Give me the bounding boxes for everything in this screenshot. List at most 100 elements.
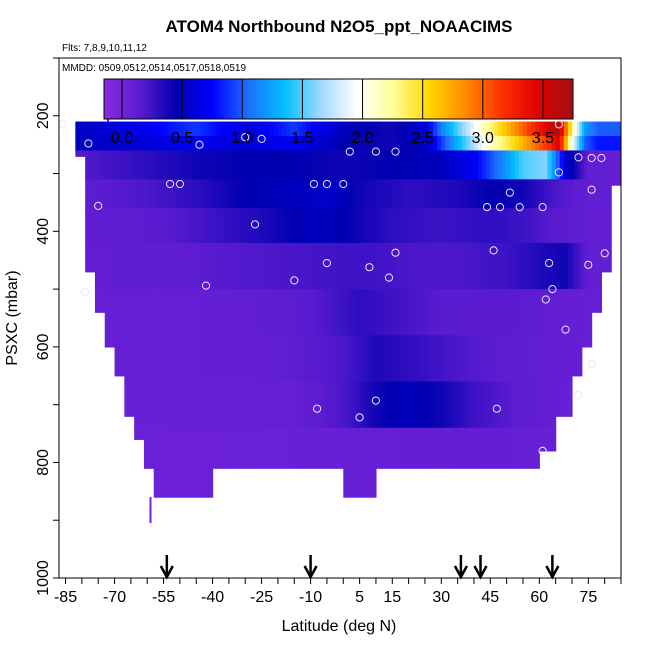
heatmap-cell <box>441 121 446 137</box>
heatmap-cell <box>408 136 414 152</box>
heatmap-cell <box>510 335 516 383</box>
heatmap-cell <box>232 136 238 152</box>
heatmap-cell <box>99 121 103 137</box>
heatmap-cell <box>514 289 520 336</box>
heatmap-cell <box>584 289 588 336</box>
heatmap-cell <box>200 121 205 137</box>
heatmap-cell <box>461 427 467 469</box>
heatmap-cell <box>527 150 532 180</box>
heatmap-cell <box>188 179 193 209</box>
heatmap-cell <box>322 150 328 180</box>
heatmap-cell <box>208 289 214 336</box>
heatmap-cell <box>220 242 226 290</box>
heatmap-cell <box>167 121 173 137</box>
heatmap-cell <box>461 335 467 383</box>
heatmap-cell <box>380 121 385 137</box>
heatmap-cell <box>249 242 255 290</box>
heatmap-cell <box>486 136 491 152</box>
heatmap-cell <box>343 150 348 180</box>
data-point <box>322 179 331 189</box>
heatmap-cell <box>351 427 357 498</box>
data-point <box>391 147 400 156</box>
heatmap-cell <box>601 208 605 244</box>
heatmap-cell <box>204 335 210 383</box>
heatmap-cell <box>591 208 595 244</box>
heatmap-cell <box>535 208 540 244</box>
x-tick-label: 30 <box>432 589 450 606</box>
heatmap-cell <box>228 208 234 244</box>
heatmap-cell <box>331 179 336 209</box>
heatmap-cell <box>158 121 162 137</box>
heatmap-cell <box>433 242 438 290</box>
heatmap-cell <box>139 150 143 180</box>
heatmap-cell <box>408 121 414 137</box>
heatmap-cell <box>412 121 418 137</box>
heatmap-cell <box>241 150 246 180</box>
heatmap-cell <box>139 136 143 152</box>
heatmap-cell <box>228 335 234 383</box>
heatmap-cell <box>253 179 259 209</box>
heatmap-cell <box>396 208 402 244</box>
heatmap-cell <box>265 136 271 152</box>
heatmap-cell <box>99 208 103 244</box>
heatmap-cell <box>158 150 162 180</box>
heatmap-cell <box>196 208 201 244</box>
heatmap-cell <box>611 179 615 186</box>
heatmap-cell <box>531 242 536 290</box>
y-tick-label: 200 <box>35 102 52 129</box>
heatmap-cell <box>257 289 263 336</box>
heatmap-cell <box>143 289 147 336</box>
heatmap-cell <box>124 381 128 417</box>
heatmap-cell <box>433 121 438 137</box>
heatmap-cell <box>453 381 459 429</box>
heatmap-cell <box>527 427 532 469</box>
heatmap-cell <box>175 242 181 290</box>
heatmap-cell <box>253 150 259 180</box>
heatmap-cell <box>286 242 291 290</box>
heatmap-cell <box>559 121 565 137</box>
heatmap-cell <box>457 136 463 152</box>
heatmap-cell <box>331 150 336 180</box>
heatmap-cell <box>134 381 138 429</box>
heatmap-cell <box>416 136 422 152</box>
heatmap-cell <box>563 208 569 244</box>
heatmap-cell <box>412 335 418 383</box>
heatmap-cell <box>339 381 344 429</box>
heatmap-cell <box>482 289 487 336</box>
heatmap-cell <box>420 179 426 209</box>
y-tick-label: 1000 <box>35 560 52 596</box>
heatmap-cell <box>339 208 344 244</box>
heatmap-cell <box>579 242 583 290</box>
heatmap-cell <box>555 335 561 383</box>
heatmap-cell <box>608 208 612 244</box>
heatmap-cell <box>335 208 340 244</box>
heatmap-cell <box>339 427 344 469</box>
heatmap-cell <box>347 335 353 383</box>
heatmap-cell <box>437 335 442 383</box>
heatmap-cell <box>473 335 479 383</box>
heatmap-cell <box>82 136 86 152</box>
heatmap-cell <box>261 121 267 137</box>
heatmap-cell <box>613 179 617 186</box>
heatmap-cell <box>141 242 145 290</box>
heatmap-cell <box>175 179 181 209</box>
dates-subtitle: MMDD: 0509,0512,0514,0517,0518,0519 <box>62 63 246 74</box>
heatmap-cell <box>571 150 576 180</box>
heatmap-cell <box>535 179 540 209</box>
heatmap-cell <box>126 381 130 417</box>
heatmap-cell <box>591 242 595 290</box>
heatmap-cell <box>124 335 128 383</box>
heatmap-cell <box>139 179 143 209</box>
heatmap-cell <box>543 427 549 452</box>
heatmap-cell <box>148 242 152 290</box>
heatmap-cell <box>245 150 250 180</box>
heatmap-cell <box>465 427 471 469</box>
data-point <box>175 179 184 189</box>
heatmap-cell <box>156 427 160 498</box>
heatmap-cell <box>567 381 573 417</box>
heatmap-cell <box>522 208 528 244</box>
heatmap-cell <box>363 289 369 336</box>
heatmap-cell <box>359 335 365 383</box>
data-point <box>482 203 492 212</box>
heatmap-cell <box>257 136 263 152</box>
